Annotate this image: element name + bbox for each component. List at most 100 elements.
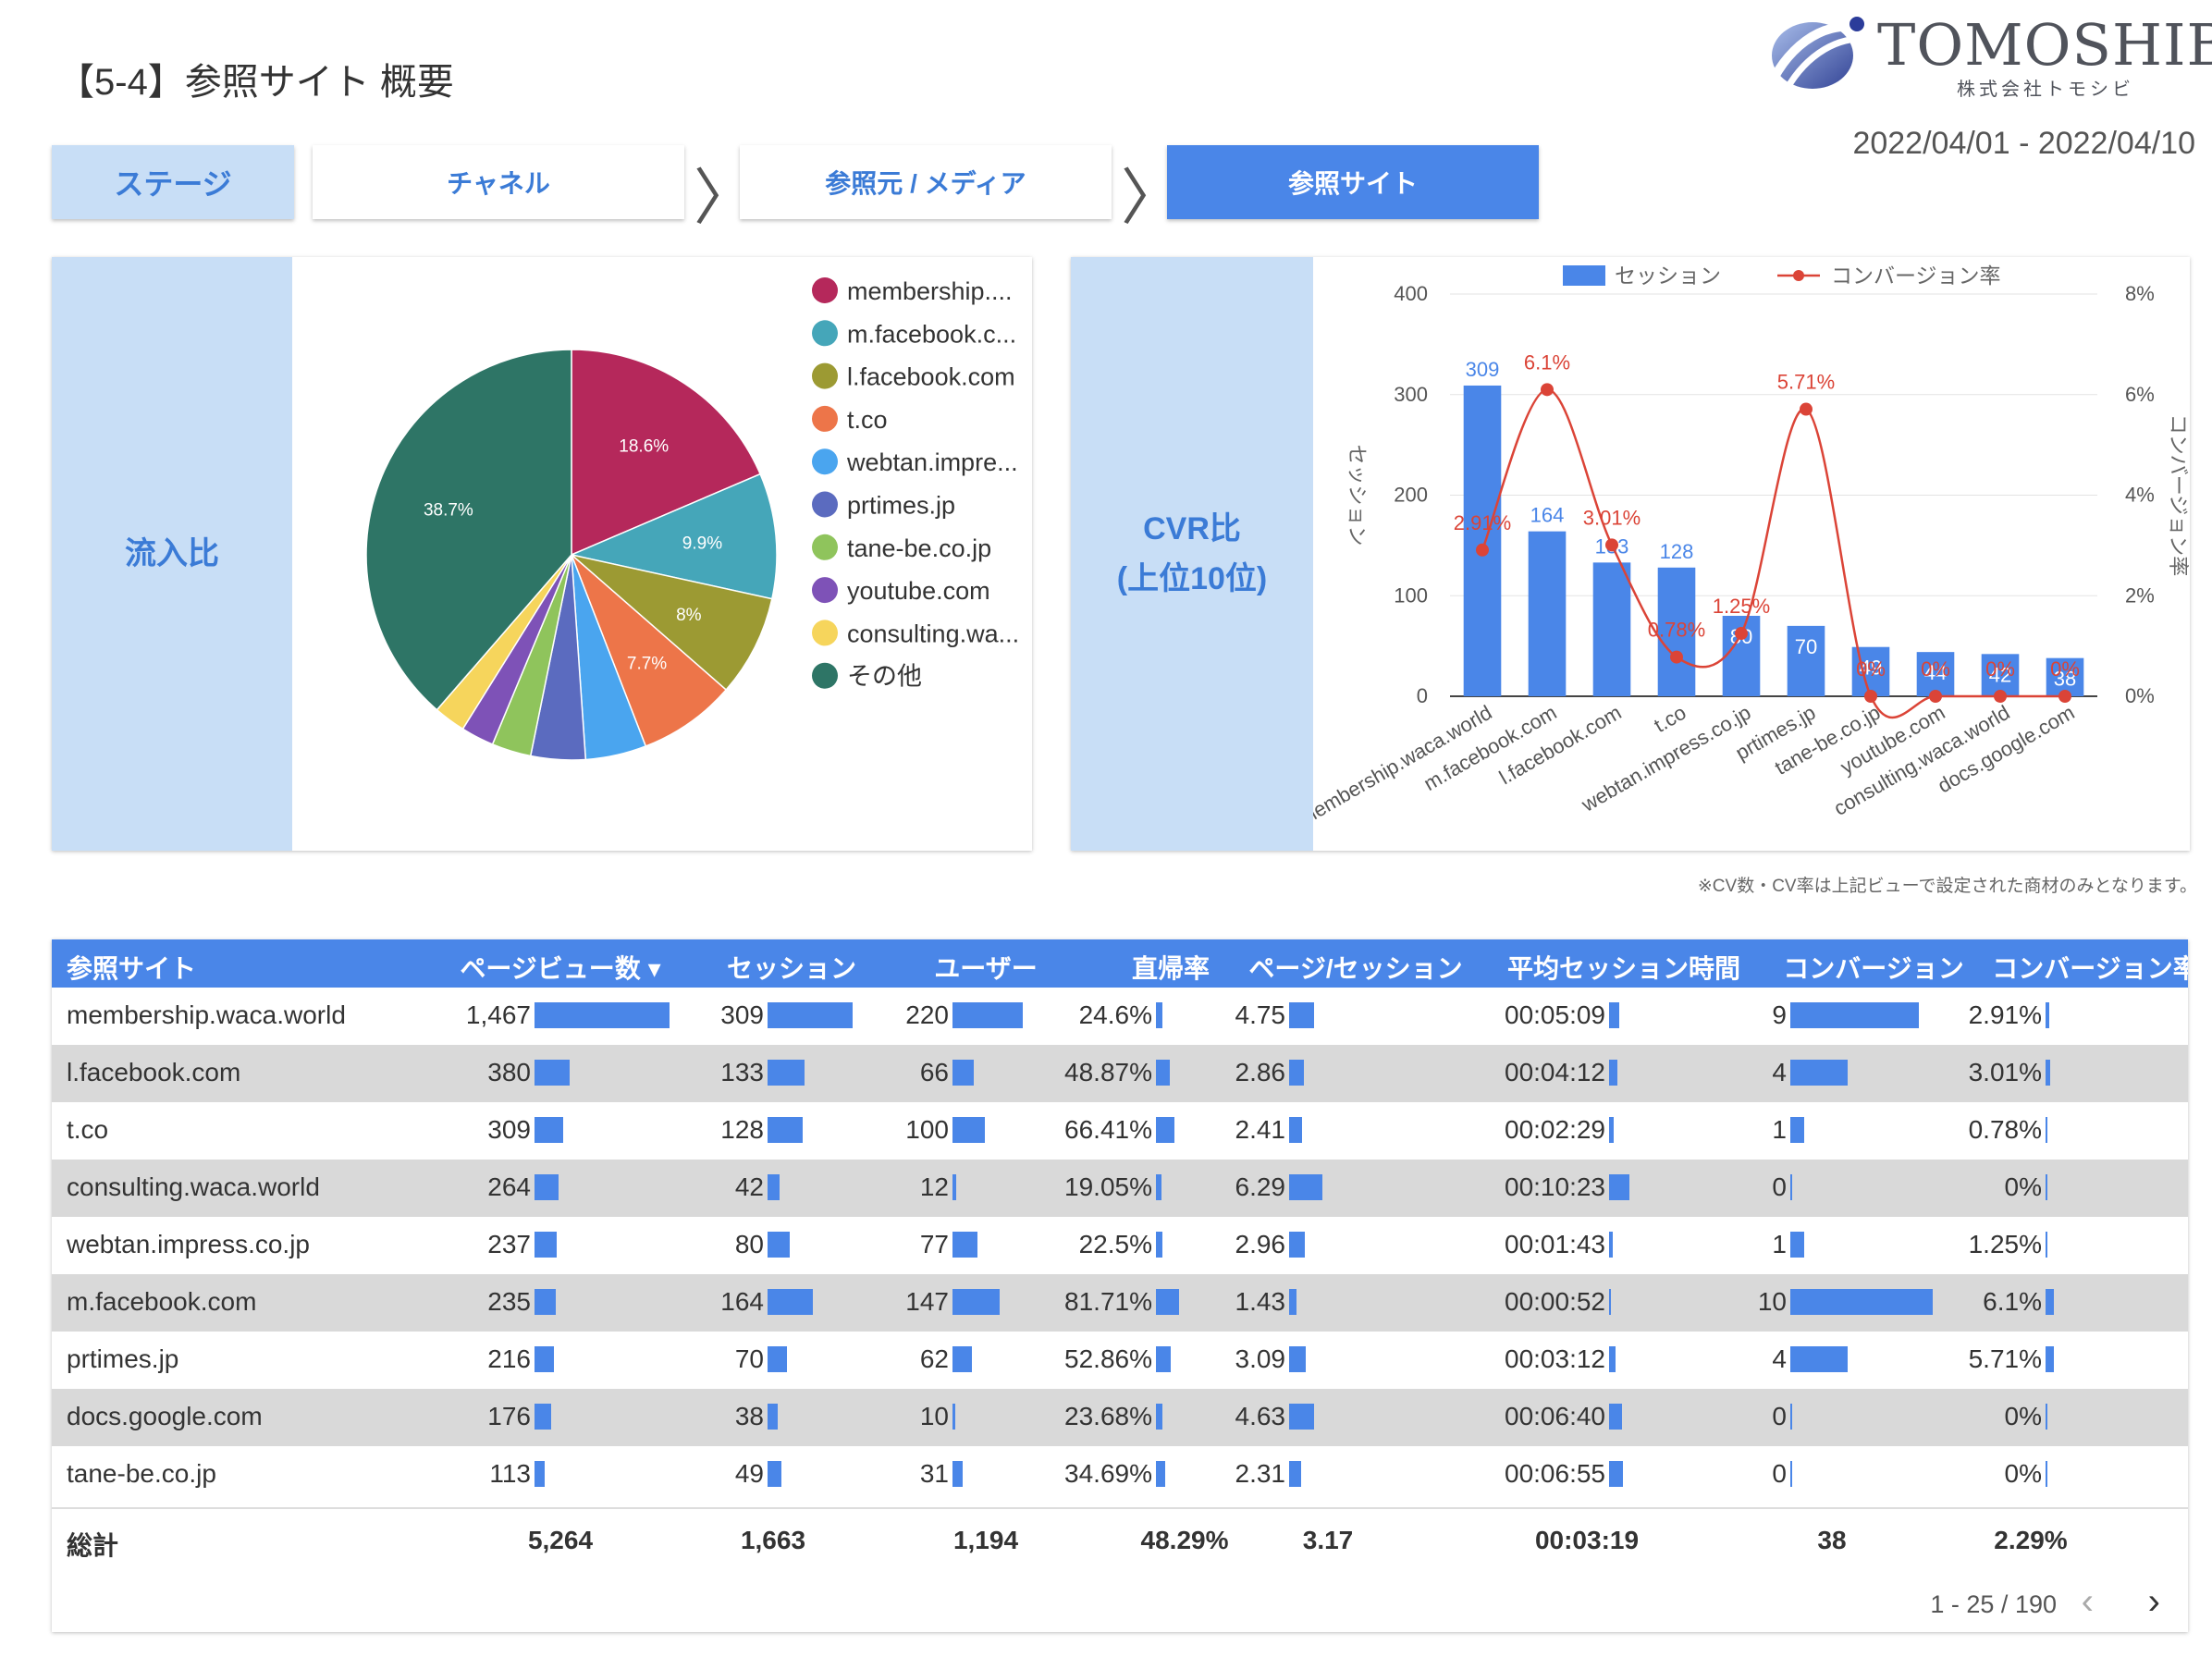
cvr-point[interactable]	[1605, 538, 1618, 552]
y2-axis-title: コンバージョン率	[2167, 414, 2190, 577]
metric-bar-ses	[768, 1002, 853, 1028]
column-header[interactable]: コンバージョン率	[1992, 954, 2188, 983]
cvr-point[interactable]	[1994, 690, 2007, 703]
metric-cell-ses: 42	[734, 1172, 764, 1201]
legend-line-marker	[1793, 270, 1804, 281]
site-name-cell: docs.google.com	[67, 1402, 263, 1430]
bar-value-label: 44	[1924, 661, 1947, 684]
totals-ses: 1,663	[740, 1526, 806, 1554]
cvr-point[interactable]	[2058, 690, 2071, 703]
column-header[interactable]: ページビュー数 ▾	[460, 954, 661, 983]
bar-sessions[interactable]	[1528, 531, 1567, 696]
metric-cell-ses: 309	[720, 1000, 764, 1029]
metric-bar-pps	[1289, 1404, 1314, 1430]
metric-cell-pps: 2.31	[1235, 1459, 1286, 1488]
metric-bar-br	[1156, 1346, 1171, 1372]
column-header[interactable]: 直帰率	[1131, 954, 1210, 983]
column-header[interactable]: 平均セッション時間	[1506, 954, 1740, 983]
cvr-point[interactable]	[1735, 627, 1748, 641]
metric-bar-usr	[952, 1404, 956, 1430]
y-tick-label: 300	[1394, 383, 1428, 406]
metric-bar-usr	[952, 1002, 1023, 1028]
legend-label: membership....	[847, 277, 1013, 305]
metric-cell-usr: 31	[919, 1459, 949, 1488]
table-row[interactable]: prtimes.jp 216 70 62 52.86% 3.09 00:03:12 4 5.71…	[52, 1332, 2188, 1389]
cvr-point[interactable]	[1541, 383, 1554, 397]
metric-cell-pv: 380	[487, 1058, 531, 1086]
pie-slice-9[interactable]	[365, 349, 572, 711]
metric-cell-usr: 10	[919, 1402, 949, 1430]
metric-bar-pps	[1289, 1346, 1306, 1372]
metric-bar-pps	[1289, 1232, 1305, 1258]
cvr-ratio-label: CVR比 (上位10位)	[1071, 257, 1313, 851]
bar-sessions[interactable]	[1657, 567, 1696, 696]
prev-page-icon[interactable]: ‹	[2081, 1581, 2094, 1622]
pie-slice-3[interactable]	[571, 554, 728, 747]
stage-button-stage[interactable]: ステージ	[52, 145, 294, 219]
metric-bar-br	[1156, 1002, 1163, 1028]
y-tick-label: 0	[1417, 684, 1428, 707]
metric-bar-ses	[768, 1289, 813, 1315]
metric-cell-ses: 70	[734, 1344, 764, 1373]
cvr-point[interactable]	[1670, 650, 1683, 664]
y2-tick-label: 0%	[2125, 684, 2155, 707]
metric-bar-pv	[535, 1346, 555, 1372]
pie-slice-label: 8%	[676, 606, 702, 625]
cvr-point[interactable]	[1800, 402, 1813, 416]
column-header[interactable]: ユーザー	[934, 954, 1038, 983]
totals-br: 48.29%	[1140, 1526, 1229, 1554]
metric-cell-pps: 2.41	[1235, 1115, 1286, 1144]
legend-line-label: コンバージョン率	[1831, 264, 2001, 288]
table-row[interactable]: docs.google.com 176 38 10 23.68% 4.63 00:06:40…	[52, 1389, 2188, 1446]
column-header[interactable]: セッション	[726, 954, 856, 983]
metric-bar-usr	[952, 1346, 973, 1372]
next-page-icon[interactable]: ›	[2147, 1581, 2160, 1622]
bar-sessions[interactable]	[1463, 385, 1502, 696]
bar-value-label: 70	[1795, 635, 1817, 658]
date-range[interactable]: 2022/04/01 - 2022/04/10	[1852, 126, 2195, 161]
bar-sessions[interactable]	[1592, 562, 1631, 696]
metric-cell-pps: 4.75	[1235, 1000, 1286, 1029]
pie-slice-2[interactable]	[571, 554, 773, 692]
table-row[interactable]: consulting.waca.world 264 42 12 19.05% 6.29 00…	[52, 1160, 2188, 1217]
metric-cell-ast: 00:02:29	[1505, 1115, 1605, 1144]
bar-sessions[interactable]	[1916, 652, 1955, 696]
metric-cell-pv: 1,467	[465, 1000, 531, 1029]
metric-cell-cvr: 0.78%	[1968, 1115, 2042, 1144]
metric-cell-usr: 100	[905, 1115, 949, 1144]
site-name-cell: consulting.waca.world	[67, 1172, 320, 1201]
cvr-point[interactable]	[1929, 690, 1942, 703]
cvr-value-label: 0%	[2050, 657, 2080, 681]
bar-sessions[interactable]	[1787, 625, 1825, 696]
cvr-point[interactable]	[1476, 543, 1489, 557]
stage-button-referral-site[interactable]: 参照サイト	[1167, 145, 1539, 219]
y2-tick-label: 6%	[2125, 383, 2155, 406]
table-row[interactable]: t.co 309 128 100 66.41% 2.41 00:02:29 1 0.78%	[52, 1102, 2188, 1160]
legend-label: m.facebook.c...	[847, 320, 1016, 348]
stage-button-channel[interactable]: チャネル	[313, 145, 684, 219]
stage-button-source-medium[interactable]: 参照元 / メディア	[740, 145, 1112, 219]
metric-cell-pps: 6.29	[1235, 1172, 1286, 1201]
pie-slice-0[interactable]	[571, 349, 762, 557]
column-header[interactable]: コンバージョン	[1783, 954, 1964, 983]
table-row[interactable]: membership.waca.world 1,467 309 220 24.6% 4.7…	[52, 988, 2188, 1045]
table-row[interactable]: webtan.impress.co.jp 237 80 77 22.5% 2.96 00:0…	[52, 1217, 2188, 1274]
legend-label: prtimes.jp	[847, 492, 955, 520]
bar-sessions[interactable]	[1981, 654, 2020, 696]
metric-cell-br: 48.87%	[1064, 1058, 1152, 1086]
column-header[interactable]: ページ/セッション	[1248, 954, 1463, 983]
legend-label: t.co	[847, 406, 888, 434]
table-row[interactable]: m.facebook.com 235 164 147 81.71% 1.43 00:00:5…	[52, 1274, 2188, 1332]
pie-slice-1[interactable]	[569, 473, 778, 600]
metric-cell-ast: 00:01:43	[1505, 1230, 1605, 1258]
metric-cell-cvr: 0%	[2004, 1402, 2042, 1430]
table-row[interactable]: tane-be.co.jp 113 49 31 34.69% 2.31 00:06:55 0 0…	[52, 1446, 2188, 1504]
pie-chart: 18.6% 9.9% 8% 7.7% 38.7% membership.... m.face…	[365, 277, 1019, 761]
metric-cell-br: 34.69%	[1064, 1459, 1152, 1488]
metric-bar-pps	[1289, 1461, 1302, 1487]
cvr-label-line1: CVR比	[1143, 510, 1241, 546]
column-header[interactable]: 参照サイト	[67, 954, 197, 983]
table-row[interactable]: l.facebook.com 380 133 66 48.87% 2.86 00:04:12…	[52, 1045, 2188, 1102]
cvr-point[interactable]	[1864, 690, 1877, 703]
